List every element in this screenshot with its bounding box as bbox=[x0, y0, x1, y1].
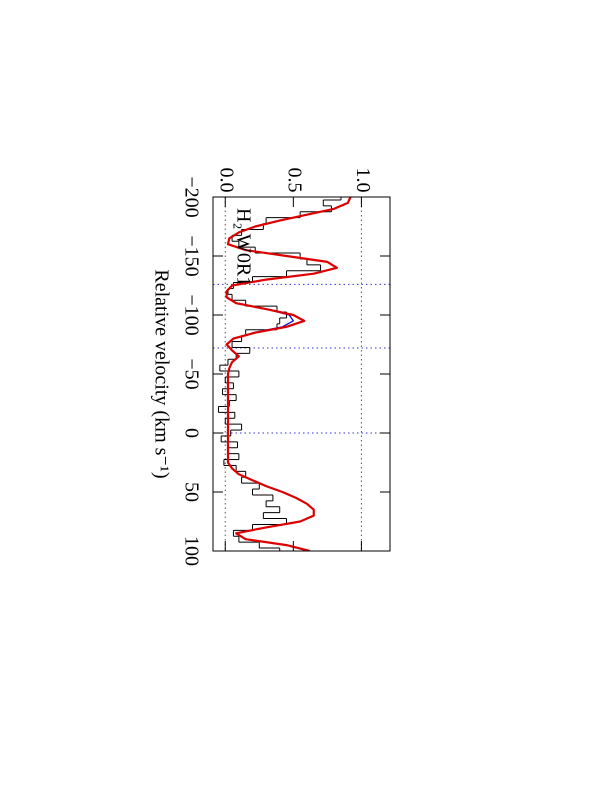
x-axis-title: Relative velocity (km s⁻¹) bbox=[150, 269, 172, 478]
model-line bbox=[225, 197, 352, 551]
x-tick-label: 50 bbox=[180, 482, 202, 502]
line-label: H₂ W0R1 bbox=[232, 208, 254, 286]
x-tick-label: −200 bbox=[180, 176, 202, 217]
x-tick-label: 100 bbox=[180, 536, 202, 566]
y-tick-label: 0.5 bbox=[284, 168, 306, 193]
x-tick-label: −100 bbox=[180, 294, 202, 335]
y-tick-label: 1.0 bbox=[352, 168, 374, 193]
y-tick-label: 0.0 bbox=[216, 168, 238, 193]
x-tick-label: 0 bbox=[180, 428, 202, 438]
plot-area bbox=[213, 197, 390, 551]
x-tick-label: −50 bbox=[180, 358, 202, 389]
x-tick-label: −150 bbox=[180, 235, 202, 276]
